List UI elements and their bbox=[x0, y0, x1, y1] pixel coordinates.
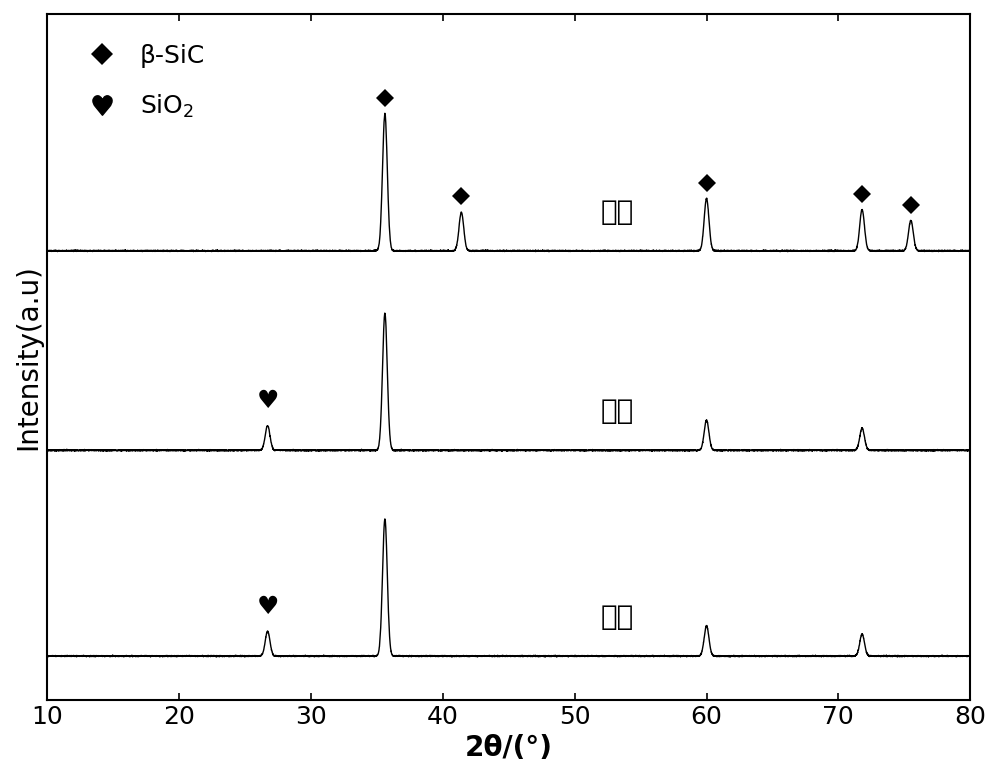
Legend: β-SiC, SiO$_2$: β-SiC, SiO$_2$ bbox=[67, 34, 215, 130]
Text: ♥: ♥ bbox=[256, 595, 279, 619]
Text: ♥: ♥ bbox=[256, 390, 279, 414]
X-axis label: 2θ/(°): 2θ/(°) bbox=[465, 734, 553, 762]
Y-axis label: Intensity(a.u): Intensity(a.u) bbox=[14, 264, 42, 450]
Text: 原料: 原料 bbox=[601, 603, 634, 631]
Text: 酸洗: 酸洗 bbox=[601, 198, 634, 226]
Text: 球磨: 球磨 bbox=[601, 397, 634, 425]
